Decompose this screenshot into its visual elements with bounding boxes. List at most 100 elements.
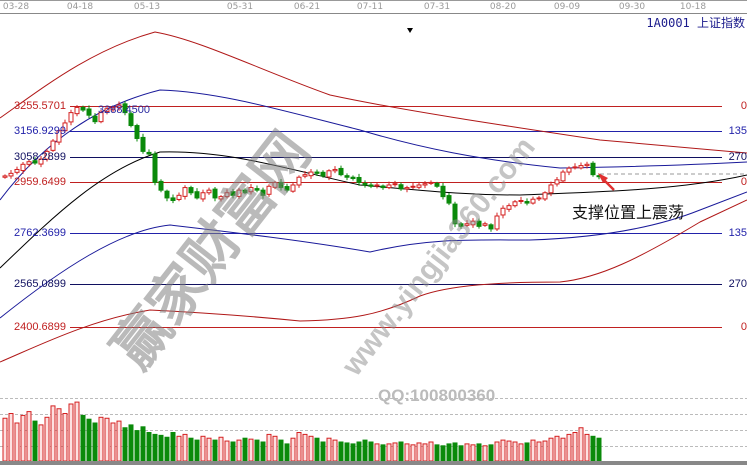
candle-body: [260, 189, 266, 196]
candle-body: [74, 106, 80, 115]
fib-level-angle: 270: [728, 150, 747, 163]
volume-bar: [530, 439, 536, 462]
candle-body: [26, 161, 32, 165]
volume-bar: [212, 439, 218, 462]
volume-bar: [80, 414, 86, 462]
volume-bar: [242, 437, 248, 462]
candle-body: [314, 171, 320, 174]
candle-body: [344, 175, 350, 178]
candle-body: [392, 183, 398, 186]
band-blue-upper: [0, 89, 747, 201]
volume-bar: [386, 443, 392, 462]
candle-body: [488, 224, 494, 230]
candle-body: [290, 184, 296, 192]
candle-body: [494, 215, 500, 230]
scroll-marker-icon: [407, 28, 413, 33]
candle-body: [212, 188, 218, 199]
candle-body: [482, 223, 488, 226]
candle-body: [2, 175, 8, 178]
volume-bar: [248, 438, 254, 462]
volume-bar: [200, 435, 206, 462]
candle-body: [500, 207, 506, 216]
volume-bar: [86, 418, 92, 462]
volume-bar: [320, 441, 326, 462]
candle-body: [530, 198, 536, 204]
volume-bar: [128, 424, 134, 462]
volume-bar: [134, 430, 140, 462]
date-label: 09-09: [553, 2, 581, 12]
candle-body: [146, 151, 152, 155]
candle-body: [302, 174, 308, 177]
volume-bar: [488, 444, 494, 462]
volume-bar: [374, 443, 380, 462]
candle-body: [284, 186, 290, 191]
volume-bar: [158, 434, 164, 462]
fib-level-price: 3156.9299: [14, 124, 66, 137]
annotation-arrowhead: [598, 173, 608, 183]
volume-bar: [74, 401, 80, 462]
candle-body: [572, 166, 578, 169]
candle-body: [350, 176, 356, 180]
volume-bar: [14, 422, 20, 462]
candle-body: [20, 163, 26, 172]
band-red-lower: [0, 199, 747, 363]
candle-body: [584, 163, 590, 167]
volume-bar: [152, 433, 158, 462]
volume-bar: [356, 441, 362, 462]
volume-bar: [146, 432, 152, 462]
volume-bar: [362, 439, 368, 462]
candle-body: [458, 223, 464, 227]
volume-bar: [494, 441, 500, 462]
volume-bar: [464, 443, 470, 462]
candle-body: [254, 188, 260, 191]
volume-bar: [560, 437, 566, 462]
candle-body: [578, 165, 584, 169]
candle-body: [368, 184, 374, 187]
volume-bar: [68, 403, 74, 462]
candle-body: [134, 125, 140, 139]
candle-body: [188, 187, 194, 194]
candle-body: [428, 181, 434, 184]
volume-bar: [122, 427, 128, 462]
candle-body: [44, 150, 50, 160]
volume-bar: [434, 444, 440, 462]
candle-body: [86, 108, 92, 116]
volume-bar: [104, 417, 110, 462]
volume-bar: [398, 441, 404, 462]
date-label: 06-21: [293, 2, 321, 12]
candle-body: [422, 183, 428, 186]
candle-body: [170, 197, 176, 201]
candle-body: [380, 185, 386, 189]
volume-bar: [536, 441, 542, 462]
volume-bar: [278, 439, 284, 462]
candle-body: [128, 113, 134, 127]
candle-body: [554, 179, 560, 185]
date-label: 03-28: [2, 2, 30, 12]
candle-body: [278, 181, 284, 189]
volume-bar: [524, 442, 530, 462]
candle-body: [524, 201, 530, 204]
date-label: 08-20: [489, 2, 517, 12]
candle-body: [182, 187, 188, 197]
candle-body: [362, 182, 368, 186]
volume-bar: [218, 436, 224, 462]
date-label: 05-31: [226, 2, 254, 12]
volume-bar: [548, 437, 554, 462]
candle-body: [434, 182, 440, 187]
fib-level-angle: 0: [740, 175, 747, 188]
candle-body: [68, 112, 74, 123]
volume-bar: [314, 437, 320, 462]
volume-bar: [230, 441, 236, 462]
volume-bar: [254, 439, 260, 462]
candle-body: [560, 171, 566, 182]
date-label: 10-18: [679, 2, 707, 12]
fib-level-price: 2565.0899: [14, 277, 66, 290]
fib-level-price: 2959.6499: [14, 175, 66, 188]
candle-body: [38, 158, 44, 165]
volume-bar: [8, 413, 14, 462]
volume-bar: [188, 437, 194, 462]
candle-body: [266, 185, 272, 195]
candle-body: [386, 184, 392, 189]
volume-bar: [38, 424, 44, 462]
